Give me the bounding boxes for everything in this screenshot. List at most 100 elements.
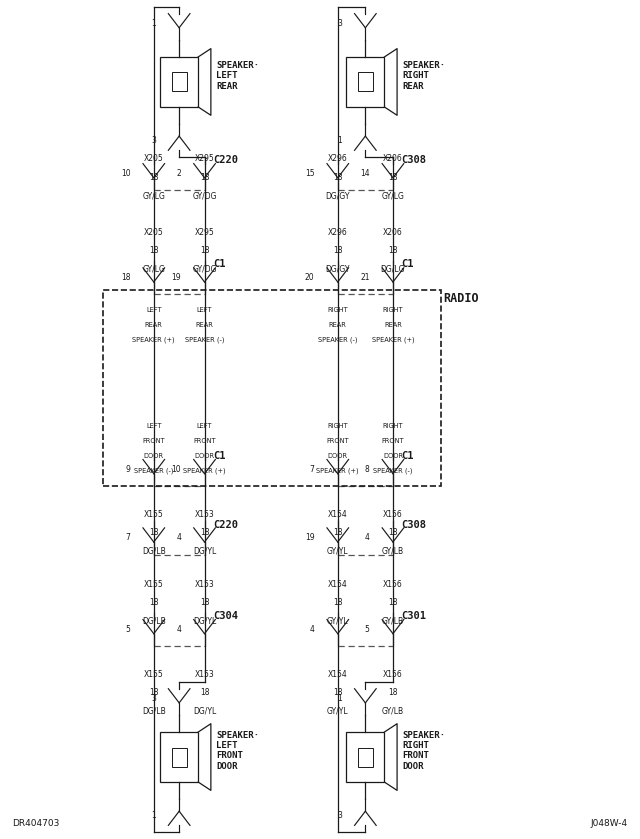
Text: 18: 18 <box>333 688 342 697</box>
Text: DOOR: DOOR <box>195 453 214 459</box>
Text: X205: X205 <box>144 228 164 237</box>
Text: X295: X295 <box>195 154 214 164</box>
Text: 10: 10 <box>172 465 181 474</box>
Text: 18: 18 <box>388 598 397 607</box>
Text: SPEAKER (-): SPEAKER (-) <box>134 467 173 474</box>
Text: 18: 18 <box>149 528 159 537</box>
Text: 18: 18 <box>200 598 209 607</box>
Text: GY/LB: GY/LB <box>382 546 404 555</box>
Text: SPEAKER (-): SPEAKER (-) <box>373 467 413 474</box>
Text: 18: 18 <box>200 173 209 182</box>
Text: X205: X205 <box>144 154 164 164</box>
Text: X296: X296 <box>328 154 348 164</box>
Text: 19: 19 <box>305 534 314 542</box>
Text: DG/LB: DG/LB <box>142 616 166 625</box>
Text: C308: C308 <box>401 519 426 529</box>
Text: X154: X154 <box>328 670 348 679</box>
Text: C1: C1 <box>401 451 414 461</box>
Bar <box>172 748 187 767</box>
Text: X155: X155 <box>144 580 164 588</box>
Text: 4: 4 <box>177 625 181 634</box>
Text: 3: 3 <box>337 810 342 820</box>
Text: 1: 1 <box>151 19 156 29</box>
Text: X206: X206 <box>383 154 403 164</box>
Bar <box>358 748 373 767</box>
Text: SPEAKER (-): SPEAKER (-) <box>318 337 358 343</box>
Text: FRONT: FRONT <box>326 438 349 444</box>
Text: DOOR: DOOR <box>328 453 348 459</box>
Text: GY/LB: GY/LB <box>382 616 404 625</box>
Text: 4: 4 <box>177 534 181 542</box>
Text: REAR: REAR <box>329 322 347 328</box>
Text: 18: 18 <box>149 246 159 255</box>
Text: DG/GY: DG/GY <box>326 191 350 201</box>
Text: SPEAKER (+): SPEAKER (+) <box>132 337 175 343</box>
Text: 18: 18 <box>333 173 342 182</box>
Bar <box>358 72 373 91</box>
Text: X154: X154 <box>328 580 348 588</box>
Text: X153: X153 <box>195 670 214 679</box>
Text: LEFT: LEFT <box>196 307 212 313</box>
Text: X154: X154 <box>328 509 348 519</box>
Text: C220: C220 <box>213 519 238 529</box>
Text: SPEAKER·
RIGHT
FRONT
DOOR: SPEAKER· RIGHT FRONT DOOR <box>402 731 445 771</box>
Text: LEFT: LEFT <box>146 307 161 313</box>
Text: 21: 21 <box>360 274 370 282</box>
Text: C1: C1 <box>401 259 414 269</box>
Text: SPEAKER (+): SPEAKER (+) <box>372 337 414 343</box>
Text: 18: 18 <box>333 528 342 537</box>
Text: X156: X156 <box>383 509 403 519</box>
Text: GY/DG: GY/DG <box>192 264 217 274</box>
Text: RIGHT: RIGHT <box>328 307 348 313</box>
Text: 4: 4 <box>365 534 370 542</box>
Text: C220: C220 <box>213 155 238 165</box>
Text: X296: X296 <box>328 228 348 237</box>
Text: 3: 3 <box>151 694 156 703</box>
Text: SPEAKER·
LEFT
FRONT
DOOR: SPEAKER· LEFT FRONT DOOR <box>216 731 259 771</box>
Text: 3: 3 <box>151 136 156 145</box>
Bar <box>172 72 187 91</box>
Text: SPEAKER (-): SPEAKER (-) <box>185 337 224 343</box>
Text: FRONT: FRONT <box>381 438 404 444</box>
Text: 4: 4 <box>310 625 314 634</box>
Text: GY/YL: GY/YL <box>327 616 349 625</box>
Text: X155: X155 <box>144 670 164 679</box>
Text: GY/YL: GY/YL <box>327 546 349 555</box>
Text: C1: C1 <box>213 451 225 461</box>
Text: X153: X153 <box>195 509 214 519</box>
Text: X155: X155 <box>144 509 164 519</box>
Text: GY/LG: GY/LG <box>142 191 165 201</box>
Text: 18: 18 <box>388 246 397 255</box>
Text: 18: 18 <box>388 528 397 537</box>
Text: RADIO: RADIO <box>444 292 479 305</box>
Text: SPEAKER (+): SPEAKER (+) <box>316 467 359 474</box>
Text: X153: X153 <box>195 580 214 588</box>
Text: C304: C304 <box>213 611 238 621</box>
Text: DG/LG: DG/LG <box>381 264 405 274</box>
Bar <box>160 732 198 782</box>
Text: 9: 9 <box>125 465 131 474</box>
Text: 2: 2 <box>177 169 181 178</box>
Text: DG/LB: DG/LB <box>142 546 166 555</box>
Text: 18: 18 <box>121 274 131 282</box>
Text: DOOR: DOOR <box>144 453 164 459</box>
Text: DG/YL: DG/YL <box>193 616 216 625</box>
Text: 18: 18 <box>149 598 159 607</box>
Text: 10: 10 <box>121 169 131 178</box>
Text: X156: X156 <box>383 580 403 588</box>
Text: 18: 18 <box>333 598 342 607</box>
Text: GY/LG: GY/LG <box>142 264 165 274</box>
Text: DG/GY: DG/GY <box>326 264 350 274</box>
Text: GY/LG: GY/LG <box>381 191 404 201</box>
Text: X206: X206 <box>383 228 403 237</box>
Text: 7: 7 <box>310 465 314 474</box>
Text: 3: 3 <box>337 19 342 29</box>
Text: RIGHT: RIGHT <box>328 423 348 429</box>
Text: FRONT: FRONT <box>193 438 216 444</box>
Text: C1: C1 <box>213 259 225 269</box>
Text: 1: 1 <box>337 136 342 145</box>
Text: GY/YL: GY/YL <box>327 706 349 715</box>
Text: C301: C301 <box>401 611 426 621</box>
Text: 8: 8 <box>365 465 370 474</box>
Text: 20: 20 <box>305 274 314 282</box>
